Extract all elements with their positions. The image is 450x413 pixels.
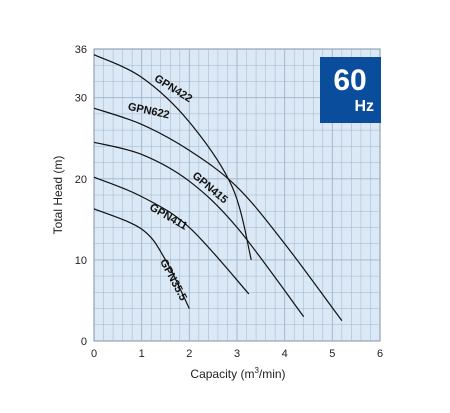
x-axis-title-end: /min) — [259, 367, 286, 381]
y-tick-label: 10 — [75, 255, 87, 267]
x-tick-label: 2 — [186, 348, 192, 360]
frequency-badge-box — [320, 57, 381, 123]
frequency-badge-unit: Hz — [354, 98, 374, 115]
y-tick-label: 30 — [75, 93, 87, 105]
pump-curves — [93, 54, 343, 322]
frequency-badge: 60 Hz — [320, 57, 381, 123]
y-tick-label: 0 — [81, 336, 87, 348]
x-tick-label: 4 — [282, 348, 288, 360]
grid-lines — [94, 49, 380, 341]
x-tick-labels: 0 1 2 3 4 5 6 — [91, 348, 383, 360]
y-tick-labels: 0 10 20 30 36 — [75, 44, 87, 348]
frequency-badge-number: 60 — [333, 64, 366, 97]
x-axis-title: Capacity (m3/min) — [190, 366, 285, 381]
x-axis-title-superscript: 3 — [254, 366, 259, 375]
curve-gpn622 — [93, 107, 343, 322]
x-tick-label: 6 — [377, 348, 383, 360]
x-tick-label: 3 — [234, 348, 240, 360]
curve-gpn422 — [93, 54, 252, 261]
y-tick-label: 36 — [75, 44, 87, 56]
curve-gpn35-5 — [93, 208, 190, 309]
x-tick-label: 0 — [91, 348, 97, 360]
x-tick-label: 5 — [329, 348, 335, 360]
curve-gpn415 — [93, 141, 305, 318]
x-tick-label: 1 — [139, 348, 145, 360]
curve-gpn411 — [93, 176, 250, 295]
y-axis-title: Total Head (m) — [51, 156, 65, 235]
x-axis-title-main: Capacity (m — [190, 367, 254, 381]
y-tick-label: 20 — [75, 174, 87, 186]
